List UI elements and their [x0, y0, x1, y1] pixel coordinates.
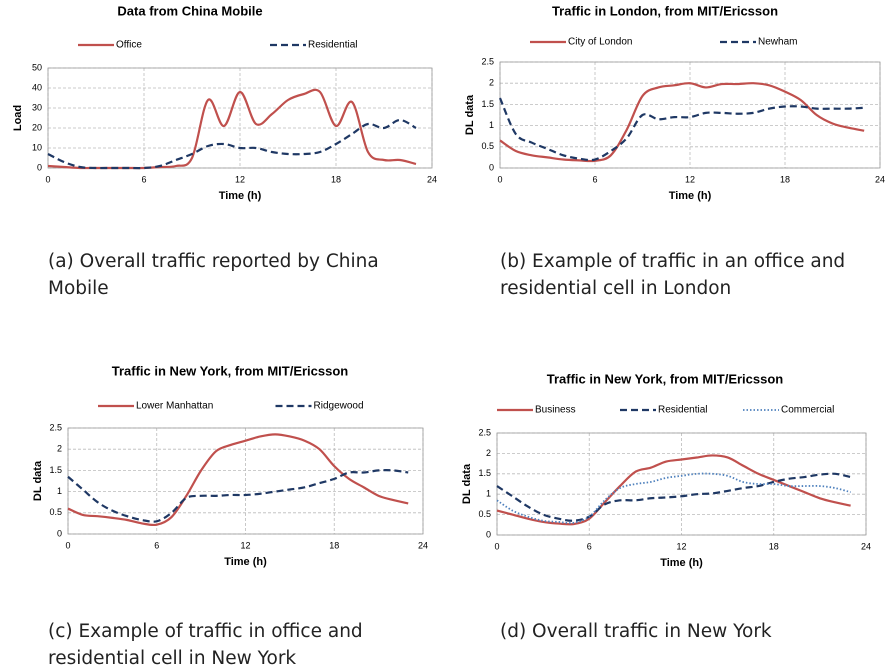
- y-tick-label: 20: [32, 122, 42, 132]
- chart-title: Data from China Mobile: [117, 3, 262, 18]
- x-tick-label: 6: [587, 541, 592, 551]
- caption: (b) Example of traffic in an office and …: [500, 251, 846, 299]
- x-tick-label: 0: [494, 541, 499, 551]
- x-tick-label: 12: [676, 541, 686, 551]
- caption: (c) Example of traffic in office and res…: [48, 621, 363, 669]
- y-axis-label: Load: [12, 105, 24, 131]
- data-line: [496, 454, 851, 526]
- y-tick-label: 1.5: [478, 468, 491, 478]
- y-tick-label: 0.5: [478, 509, 491, 519]
- legend-label: Ridgewood: [314, 401, 364, 412]
- y-tick-label: 2.5: [478, 427, 491, 437]
- x-tick-label: 18: [329, 540, 339, 550]
- y-tick-label: 0: [486, 529, 491, 539]
- y-tick-label: 40: [32, 82, 42, 92]
- y-tick-label: 2.5: [481, 56, 494, 66]
- x-tick-label: 24: [427, 174, 437, 184]
- legend-label: Residential: [658, 405, 707, 416]
- data-line: [47, 88, 417, 170]
- plot-frame: [496, 432, 867, 536]
- y-tick-label: 1: [57, 486, 62, 496]
- x-tick-label: 6: [141, 174, 146, 184]
- x-tick-label: 12: [240, 540, 250, 550]
- x-tick-label: 0: [497, 174, 502, 184]
- y-tick-label: 1: [486, 489, 491, 499]
- plot-frame: [47, 67, 433, 169]
- caption: (a) Overall traffic reported by China Mo…: [48, 251, 379, 299]
- data-line: [67, 469, 409, 523]
- y-axis-label: DL data: [464, 94, 476, 135]
- y-axis-label: DL data: [461, 463, 473, 504]
- y-tick-label: 2: [486, 448, 491, 458]
- x-tick-label: 0: [65, 540, 70, 550]
- x-tick-label: 18: [331, 174, 341, 184]
- y-tick-label: 0: [489, 162, 494, 172]
- x-axis-label: Time (h): [224, 556, 267, 568]
- legend-label: Residential: [308, 40, 357, 51]
- x-axis-label: Time (h): [660, 557, 703, 569]
- y-tick-label: 50: [32, 62, 42, 72]
- x-tick-label: 0: [45, 174, 50, 184]
- y-tick-label: 0.5: [49, 507, 62, 517]
- data-line: [67, 433, 409, 527]
- x-tick-label: 6: [592, 174, 597, 184]
- plot-frame: [67, 427, 424, 535]
- x-tick-label: 18: [769, 541, 779, 551]
- y-tick-label: 30: [32, 102, 42, 112]
- data-line: [498, 97, 865, 162]
- legend-label: Office: [116, 40, 142, 51]
- x-tick-label: 24: [861, 541, 871, 551]
- x-tick-label: 12: [235, 174, 245, 184]
- y-tick-label: 1: [489, 120, 494, 130]
- data-line: [496, 472, 851, 522]
- x-tick-label: 12: [685, 174, 695, 184]
- chart-title: Traffic in New York, from MIT/Ericsson: [112, 363, 349, 378]
- y-tick-label: 10: [32, 142, 42, 152]
- chart-title: Traffic in New York, from MIT/Ericsson: [547, 371, 784, 386]
- y-tick-label: 2: [489, 78, 494, 88]
- data-line: [499, 82, 865, 163]
- y-tick-label: 0: [37, 162, 42, 172]
- y-tick-label: 0: [57, 528, 62, 538]
- data-line: [496, 472, 851, 524]
- y-tick-label: 2.5: [49, 422, 62, 432]
- y-tick-label: 1.5: [481, 99, 494, 109]
- y-tick-label: 1.5: [49, 465, 62, 475]
- chart-title: Traffic in London, from MIT/Ericsson: [552, 3, 778, 18]
- legend-label: Newham: [758, 37, 797, 48]
- y-axis-label: DL data: [32, 460, 44, 501]
- y-tick-label: 0.5: [481, 141, 494, 151]
- legend-label: Lower Manhattan: [136, 401, 213, 412]
- x-tick-label: 24: [418, 540, 428, 550]
- x-tick-label: 6: [154, 540, 159, 550]
- legend-label: Commercial: [781, 405, 834, 416]
- legend-label: City of London: [568, 37, 633, 48]
- x-tick-label: 18: [780, 174, 790, 184]
- x-axis-label: Time (h): [669, 190, 712, 202]
- data-line: [47, 118, 417, 170]
- x-tick-label: 24: [875, 174, 885, 184]
- legend-label: Business: [535, 405, 576, 416]
- x-axis-label: Time (h): [219, 190, 262, 202]
- y-tick-label: 2: [57, 444, 62, 454]
- caption: (d) Overall traffic in New York: [500, 621, 772, 642]
- plot-frame: [499, 61, 881, 169]
